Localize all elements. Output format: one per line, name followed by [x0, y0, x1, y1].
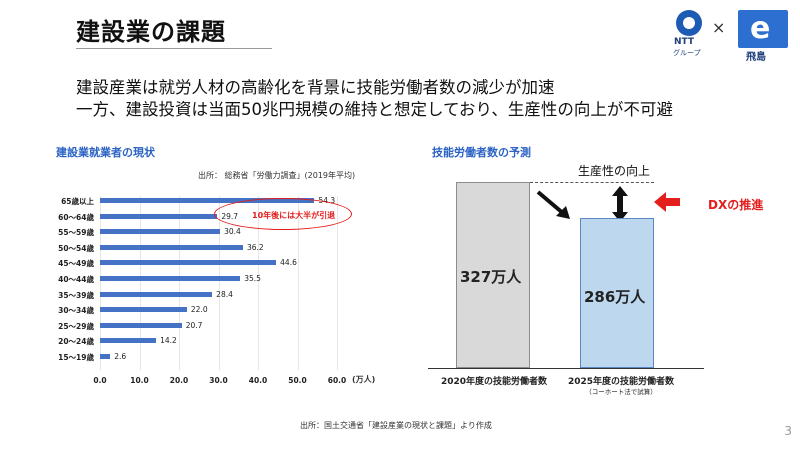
- age-bar: [100, 229, 221, 235]
- x-gridline: [100, 196, 101, 370]
- age-bar: [100, 307, 187, 313]
- bar-value-label: 28.4: [216, 289, 233, 299]
- age-bar: [100, 322, 182, 328]
- tobishima-logo-icon: [738, 10, 788, 48]
- bar-value-label: 44.6: [280, 258, 297, 268]
- dx-arrow-icon: [654, 192, 680, 212]
- double-arrow-shaft-icon: [617, 195, 623, 213]
- category-label: 30～34歳: [58, 306, 94, 316]
- x-gridline: [218, 196, 220, 370]
- bar-2020-category: 2020年度の技能労働者数: [440, 377, 548, 387]
- x-gridline: [258, 196, 259, 370]
- x-gridline: [337, 196, 338, 370]
- retirement-annotation: 10年後には大半が引退: [252, 211, 336, 220]
- age-bar: [100, 213, 218, 219]
- x-axis-unit: (万人): [352, 375, 376, 384]
- bar-value-label: 22.0: [190, 305, 208, 315]
- category-label: 60～64歳: [58, 212, 94, 222]
- footer-source: 出所：国土交通省「建設産業の現状と課題」より作成: [300, 421, 492, 430]
- bar-value-label: 35.5: [244, 274, 261, 283]
- double-arrow-bottom-icon: [612, 212, 628, 222]
- page-number: 3: [784, 424, 792, 438]
- x-tick-label: 60.0: [327, 376, 347, 385]
- productivity-label: 生産性の向上: [578, 164, 651, 178]
- category-label: 50～54歳: [58, 243, 94, 253]
- bar-2020: [456, 182, 530, 368]
- category-label: 25～29歳: [58, 321, 94, 331]
- tobishima-logo-glyph: e: [750, 11, 771, 46]
- lead-line-2: 一方、建設投資は当面50兆円規模の維持と想定しており、生産性の向上が不可避: [76, 100, 673, 119]
- bar-value-label: 30.4: [224, 227, 241, 237]
- bar-2025-subnote: （コーホート法で試算）: [585, 388, 657, 396]
- bar-value-label: 2.6: [114, 352, 127, 361]
- x-gridline: [179, 196, 180, 370]
- page-title: 建設業の課題: [76, 18, 226, 46]
- right-chart-title: 技能労働者数の予測: [432, 146, 531, 159]
- x-tick-label: 10.0: [130, 376, 149, 385]
- x-gridline: [139, 196, 141, 370]
- age-bar: [100, 354, 111, 359]
- dx-label: DXの推進: [708, 198, 764, 212]
- left-chart-source: 出所： 総務省「労働力調査」(2019年平均): [198, 171, 356, 180]
- decline-arrow-head-icon: [556, 206, 570, 219]
- bar-value-label: 14.2: [160, 336, 177, 346]
- company-logos: NTT グループ × e 飛島: [672, 6, 794, 63]
- age-bar: [100, 244, 243, 250]
- category-label: 20～24歳: [58, 337, 94, 347]
- ntt-logo-text: NTT: [674, 37, 695, 47]
- age-bar: [100, 338, 157, 344]
- x-tick-label: 0.0: [93, 376, 107, 385]
- x-tick-label: 20.0: [169, 376, 189, 385]
- age-bar: [100, 260, 277, 266]
- age-bar: [100, 276, 241, 281]
- category-label: 40～44歳: [58, 275, 94, 284]
- left-chart-title: 建設業就業者の現状: [56, 146, 155, 159]
- lead-line-1: 建設産業は就労人材の高齢化を背景に技能労働者数の減少が加速: [76, 78, 555, 97]
- decline-arrow-icon: [536, 190, 566, 216]
- category-label: 45～49歳: [58, 259, 94, 269]
- x-tick-label: 50.0: [288, 376, 307, 385]
- bar-value-label: 20.7: [185, 320, 203, 330]
- ntt-logo-subtext: グループ: [673, 49, 701, 57]
- bar-2020-value: 327万人: [460, 268, 522, 286]
- bar-value-label: 36.2: [246, 242, 264, 252]
- category-label: 15～19歳: [58, 353, 94, 362]
- age-bar: [100, 291, 213, 297]
- bar-2025-category: 2025年度の技能労働者数: [567, 377, 675, 387]
- age-bar: [100, 198, 315, 203]
- bar-2025-value: 286万人: [584, 288, 646, 306]
- retirement-highlight: [214, 198, 352, 230]
- gap-dashed-line: [530, 182, 654, 183]
- tobishima-logo-text: 飛島: [746, 52, 766, 63]
- category-label: 55～59歳: [58, 228, 94, 238]
- times-sign: ×: [712, 18, 726, 37]
- x-tick-label: 30.0: [209, 376, 228, 385]
- bar-2025: [580, 218, 654, 368]
- right-chart-arrows: [536, 186, 680, 222]
- double-arrow-top-icon: [612, 186, 628, 196]
- title-underline: [76, 48, 272, 49]
- category-label: 65歳以上: [61, 197, 94, 206]
- right-chart-baseline: [428, 368, 704, 369]
- x-gridline: [297, 196, 299, 370]
- category-label: 35～39歳: [58, 290, 94, 300]
- x-tick-label: 40.0: [248, 376, 268, 385]
- ntt-logo-inner: [683, 17, 695, 29]
- bar-value-label: 54.3: [318, 196, 336, 205]
